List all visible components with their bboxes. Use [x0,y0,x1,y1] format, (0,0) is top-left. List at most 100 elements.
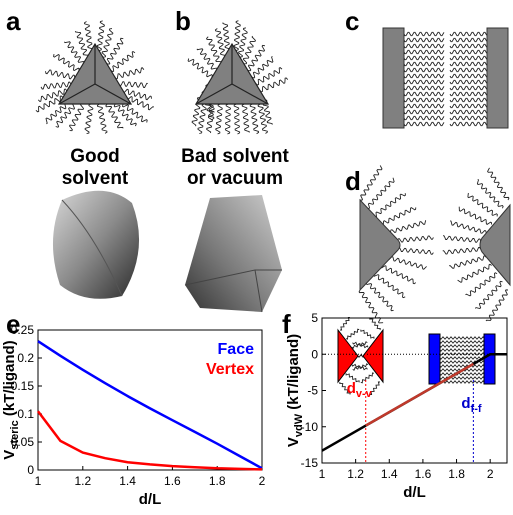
ligand [450,92,487,95]
x-tick-label: 1.6 [164,474,181,488]
y-tick-label: 0 [27,463,34,477]
ligand [404,80,444,83]
marker-label-sub: f-f [471,403,482,415]
ligand [450,68,487,71]
inset-wedge [363,330,383,382]
panel-label: a [6,6,21,36]
ligand [443,248,481,255]
ligand [450,44,487,47]
ligand [404,32,444,35]
y-label-main: V [1,450,18,460]
marker-label: df-f [461,395,481,415]
y-tick-label: 0 [311,347,318,361]
ligand [404,92,444,95]
ligand [70,104,84,131]
ligand [475,281,502,308]
ligand [395,248,434,255]
panel-label: b [175,6,191,36]
ligand [449,256,486,269]
ligand [395,236,434,243]
ligand [450,221,486,234]
ligand [440,381,484,383]
ligand [223,23,230,52]
x-tick-label: 1.6 [415,467,432,481]
marker-label: dv-v [347,380,373,400]
y-tick-label: -5 [307,384,318,398]
caption: solvent [62,168,129,189]
ligand [388,220,426,234]
ligand [381,207,416,225]
ligand [450,50,487,53]
ligand [450,86,487,89]
ligand [404,116,444,119]
ligand [404,62,444,65]
x-tick-label: 1.8 [448,467,465,481]
plate [383,28,404,128]
ligand [443,236,481,243]
particle-3d [185,195,282,312]
ligand [85,104,93,134]
y-label-sub: steric [9,420,21,449]
ligand [450,74,487,77]
ligand [361,373,374,383]
marker-label-main: d [461,395,470,412]
legend-entry: Vertex [206,361,254,378]
ligand [440,345,484,347]
ligand [106,104,123,128]
ligand [242,104,249,133]
ligand [459,207,491,225]
ligand [450,32,487,35]
ligand [388,257,427,270]
ligand [346,329,359,339]
ligand [450,110,487,113]
ligand [404,44,444,47]
ligand [197,49,217,71]
ligand [404,74,444,77]
x-tick-label: 2 [487,467,494,481]
ligand [256,68,282,85]
ligand [234,104,239,134]
ligand [468,193,497,216]
ligand [440,337,484,339]
ligand [404,122,444,125]
ligand [97,104,107,133]
ligand [488,168,509,200]
marker-label-main: d [347,380,356,397]
ligand [404,50,444,53]
y-tick-label: 0.1 [17,407,34,421]
x-tick-label: 1.2 [347,467,364,481]
ligand [250,104,258,134]
ligand [374,274,406,298]
ligand [97,21,104,51]
x-tick-label: 1.4 [381,467,398,481]
ligand [440,365,484,367]
ligand [85,22,93,52]
ligand [366,282,393,311]
ligand [440,357,484,359]
y-label-sub: vdW [293,413,305,437]
x-axis-label: d/L [403,484,426,501]
y-tick-label: 0.25 [11,323,35,337]
ligand [361,330,374,339]
inset-plate [484,334,495,384]
ligand [440,349,484,351]
figure: a b c d e f Good solvent Bad solvent or … [0,0,513,510]
inset-plate [429,334,440,384]
ligand [450,122,487,125]
ligand [64,42,84,65]
legend-entry: Face [218,341,255,358]
ligand [252,56,273,78]
ligand [54,54,80,71]
ligand [450,56,487,59]
ligand [440,341,484,343]
plate [487,28,508,128]
y-label-rest: (kT/ligand) [1,340,18,420]
ligand [111,52,135,72]
ligand [450,80,487,83]
ligand [404,110,444,113]
caption: Bad solvent [181,146,289,167]
y-label-main: V [285,437,302,447]
ligand [450,62,487,65]
y-tick-label: -15 [301,456,319,470]
ligand [440,353,484,355]
